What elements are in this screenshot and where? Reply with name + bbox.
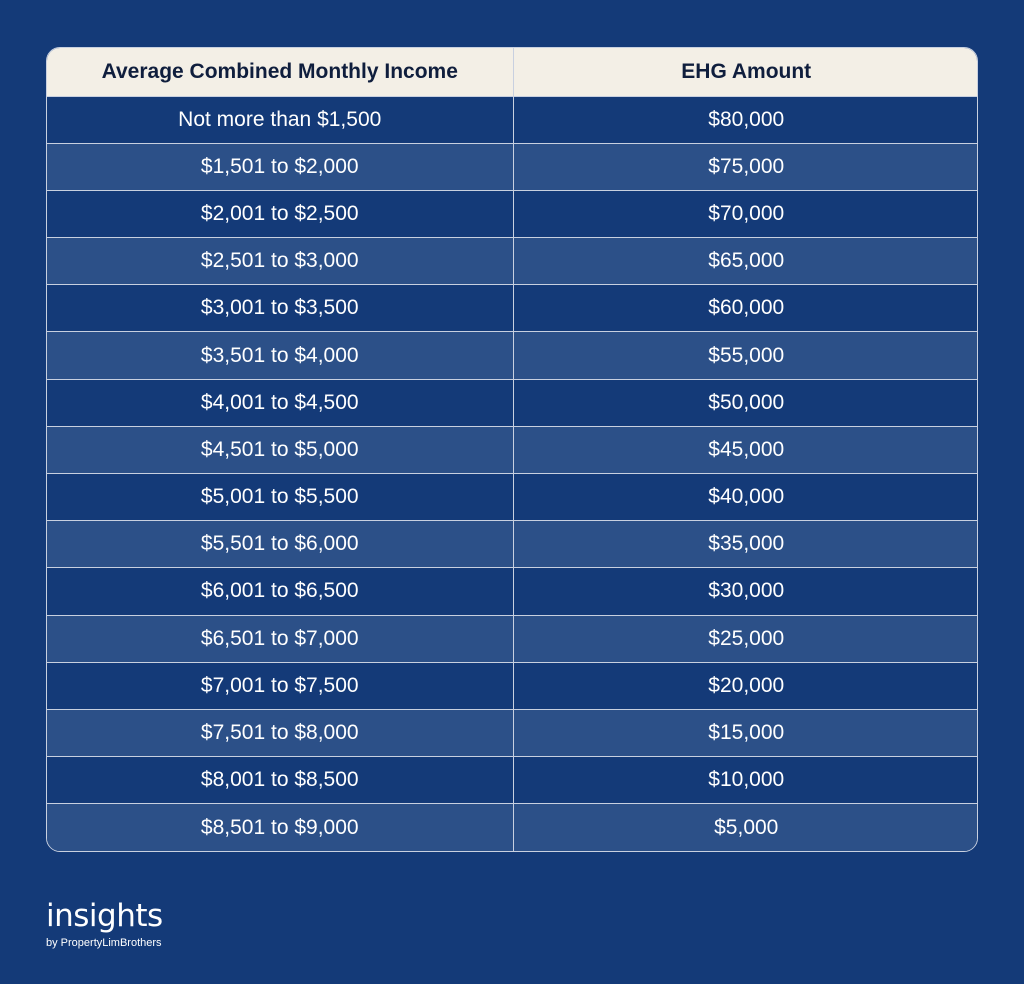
brand-logo: insights by PropertyLimBrothers [46,898,163,950]
ehg-amount-cell: $45,000 [513,425,977,474]
table-row: $5,001 to $5,500 $40,000 [47,472,977,521]
table-row: $8,501 to $9,000 $5,000 [47,803,977,851]
table-row: $6,501 to $7,000 $25,000 [47,614,977,663]
table-row: $3,001 to $3,500 $60,000 [47,284,977,332]
header-income: Average Combined Monthly Income [47,48,514,96]
ehg-amount-cell: $40,000 [513,472,977,521]
income-range-cell: $3,501 to $4,000 [47,331,514,380]
income-range-cell: $8,001 to $8,500 [47,756,514,804]
income-range-cell: $8,501 to $9,000 [47,803,514,851]
ehg-table-container: Average Combined Monthly Income EHG Amou… [46,47,978,852]
ehg-table: Average Combined Monthly Income EHG Amou… [47,48,977,851]
ehg-amount-cell: $70,000 [513,189,977,238]
ehg-amount-cell: $10,000 [513,756,977,804]
table-row: $3,501 to $4,000 $55,000 [47,331,977,380]
table-row: $2,001 to $2,500 $70,000 [47,189,977,238]
ehg-amount-cell: $30,000 [513,567,977,616]
table-header-row: Average Combined Monthly Income EHG Amou… [47,48,977,96]
table-row: $1,501 to $2,000 $75,000 [47,142,977,191]
brand-name: insights [46,898,163,934]
income-range-cell: $4,501 to $5,000 [47,425,514,474]
table-row: $4,001 to $4,500 $50,000 [47,378,977,427]
ehg-amount-cell: $60,000 [513,284,977,332]
ehg-amount-cell: $55,000 [513,331,977,380]
table-row: $6,001 to $6,500 $30,000 [47,567,977,616]
table-row: Not more than $1,500 $80,000 [47,95,977,144]
ehg-amount-cell: $50,000 [513,378,977,427]
brand-byline: by PropertyLimBrothers [46,937,162,949]
ehg-amount-cell: $35,000 [513,520,977,568]
income-range-cell: $2,501 to $3,000 [47,237,514,285]
table-row: $5,501 to $6,000 $35,000 [47,520,977,568]
table-row: $7,001 to $7,500 $20,000 [47,661,977,710]
ehg-amount-cell: $20,000 [513,661,977,710]
table-row: $7,501 to $8,000 $15,000 [47,708,977,757]
ehg-amount-cell: $25,000 [513,614,977,663]
income-range-cell: $6,001 to $6,500 [47,567,514,616]
income-range-cell: $2,001 to $2,500 [47,189,514,238]
ehg-amount-cell: $75,000 [513,142,977,191]
income-range-cell: $6,501 to $7,000 [47,614,514,663]
income-range-cell: $5,501 to $6,000 [47,520,514,568]
income-range-cell: $3,001 to $3,500 [47,284,514,332]
table-row: $8,001 to $8,500 $10,000 [47,756,977,804]
header-ehg-amount: EHG Amount [513,48,977,96]
table-body: Not more than $1,500 $80,000 $1,501 to $2,… [47,95,977,851]
ehg-amount-cell: $80,000 [513,95,977,144]
ehg-amount-cell: $65,000 [513,237,977,285]
income-range-cell: $7,501 to $8,000 [47,708,514,757]
income-range-cell: $7,001 to $7,500 [47,661,514,710]
table-row: $4,501 to $5,000 $45,000 [47,425,977,474]
income-range-cell: $5,001 to $5,500 [47,472,514,521]
table-row: $2,501 to $3,000 $65,000 [47,237,977,285]
ehg-amount-cell: $15,000 [513,708,977,757]
income-range-cell: $4,001 to $4,500 [47,378,514,427]
ehg-amount-cell: $5,000 [513,803,977,851]
income-range-cell: Not more than $1,500 [47,95,514,144]
income-range-cell: $1,501 to $2,000 [47,142,514,191]
